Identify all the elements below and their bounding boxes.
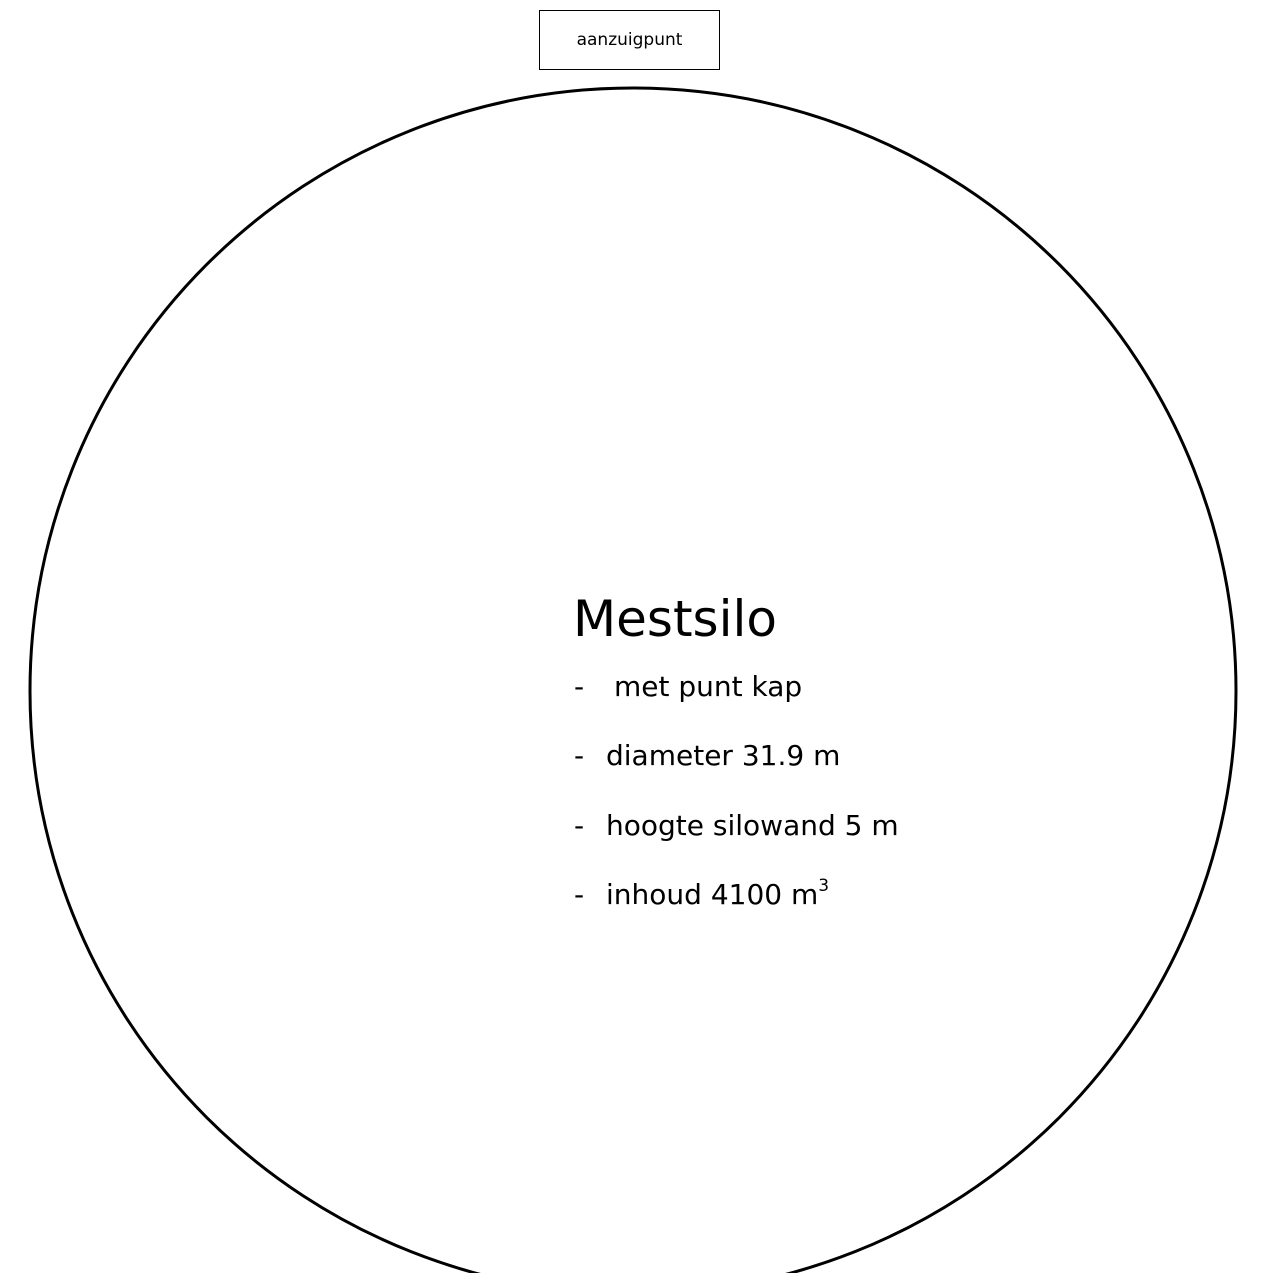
spec-roof-text: met punt kap: [614, 670, 803, 703]
spec-diameter: - diameter 31.9 m: [574, 742, 840, 770]
suction-point-text: aanzuigpunt: [576, 30, 683, 50]
spec-dash: -: [574, 878, 585, 911]
silo-circle: [28, 86, 1238, 1273]
spec-dash: -: [574, 739, 585, 772]
spec-roof: - met punt kap: [574, 673, 802, 701]
spec-wall-height: - hoogte silowand 5 m: [574, 812, 899, 840]
spec-capacity: - inhoud 4100 m3: [574, 878, 829, 911]
spec-diameter-text: diameter 31.9 m: [606, 739, 841, 772]
spec-capacity-superscript: 3: [818, 876, 830, 896]
spec-capacity-text: inhoud 4100 m: [606, 878, 819, 911]
silo-title: Mestsilo: [573, 590, 777, 648]
spec-dash: -: [574, 670, 585, 703]
spec-wall-height-text: hoogte silowand 5 m: [606, 809, 899, 842]
suction-point-label: aanzuigpunt: [539, 10, 720, 70]
spec-dash: -: [574, 809, 585, 842]
